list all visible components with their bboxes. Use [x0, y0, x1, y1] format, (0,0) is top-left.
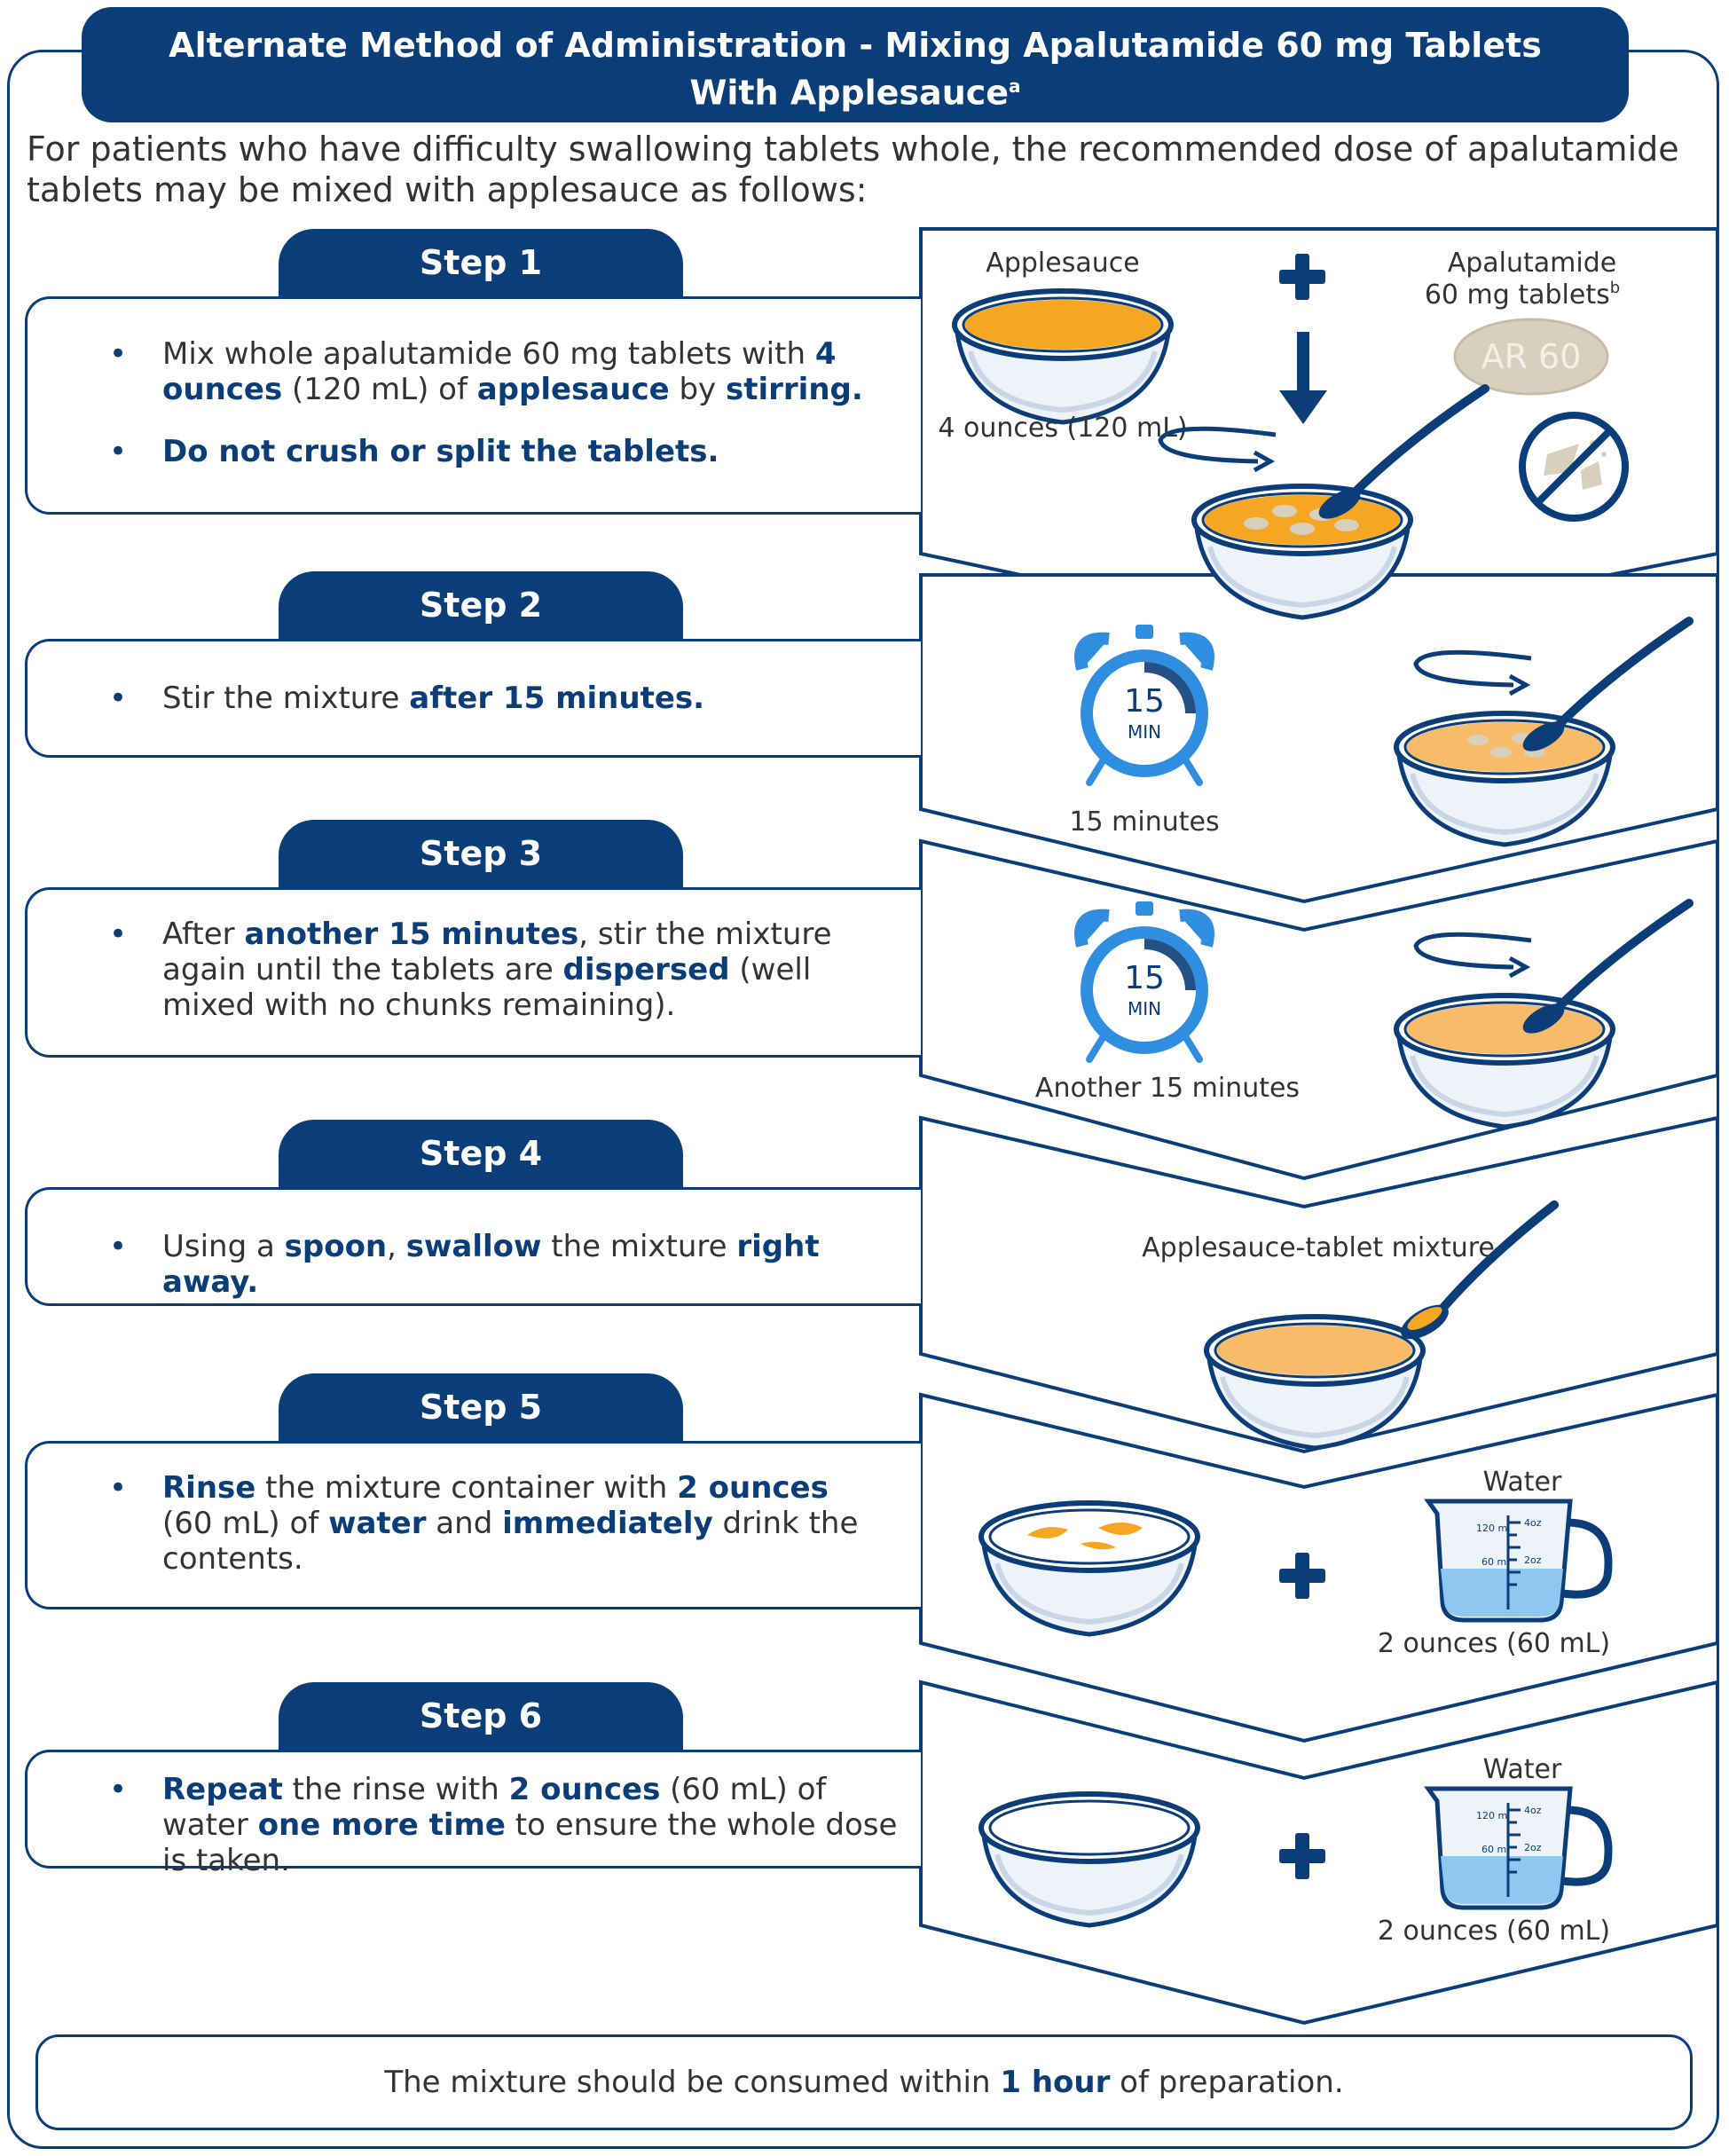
title-footnote-a: a — [1009, 75, 1021, 97]
step-4-bullet-1: Using a spoon, swallow the mixture right… — [81, 1229, 903, 1300]
timer-number: 15 — [1124, 683, 1165, 720]
step-3-bullet-1: After another 15 minutes, stir the mixtu… — [81, 917, 897, 1023]
water-amount: 2 ounces (60 mL) — [1378, 1628, 1610, 1659]
title-line-2: With Applesauce — [689, 73, 1010, 113]
step-4-box: Using a spoon, swallow the mixture right… — [25, 1187, 921, 1306]
step-1-bullet-1: Mix whole apalutamide 60 mg tablets with… — [81, 336, 903, 407]
step-3-box: After another 15 minutes, stir the mixtu… — [25, 887, 921, 1058]
step-6-bullet-1: Repeat the rinse with 2 ounces (60 mL) o… — [81, 1772, 915, 1878]
clock-15-icon: 15 MIN — [1081, 901, 1208, 1059]
step-1-box: Mix whole apalutamide 60 mg tablets with… — [25, 296, 921, 515]
timer1-caption: 15 minutes — [1069, 807, 1219, 838]
step-2-bullet-1: Stir the mixture after 15 minutes. — [81, 681, 903, 716]
panel-step-4 — [919, 1115, 1719, 1454]
illustration-panel: Applesauce 4 ounces (120 mL) Apalutamide… — [919, 227, 1719, 2026]
svg-text:120 ml: 120 ml — [1476, 1810, 1510, 1822]
mixture-bowl-illustration — [1206, 1317, 1423, 1448]
applesauce-label: Applesauce — [986, 248, 1139, 279]
timer2-caption: Another 15 minutes — [1035, 1073, 1300, 1104]
step-5-tab: Step 5 — [279, 1373, 683, 1441]
water-amount: 2 ounces (60 mL) — [1378, 1916, 1610, 1947]
title-line-1: Alternate Method of Administration - Mix… — [169, 26, 1542, 65]
tablet-label-2: 60 mg tablets — [1425, 279, 1610, 311]
mixture-label-text: Applesauce-tablet mixture — [1142, 1232, 1495, 1263]
step-5-bullet-1: Rinse the mixture container with 2 ounce… — [81, 1470, 861, 1577]
svg-text:60 ml: 60 ml — [1481, 1844, 1509, 1855]
tablet-footnote-b: b — [1610, 279, 1620, 297]
title-banner: Alternate Method of Administration - Mix… — [82, 7, 1629, 122]
tablet-imprint: AR 60 — [1481, 337, 1582, 376]
svg-text:60 ml: 60 ml — [1481, 1556, 1509, 1568]
tablet-label-1: Apalutamide — [1448, 248, 1617, 279]
timer-unit: MIN — [1128, 998, 1161, 1019]
svg-text:2oz: 2oz — [1524, 1842, 1542, 1853]
clock-15-icon: 15 MIN — [1081, 625, 1208, 783]
step-4-tab: Step 4 — [279, 1120, 683, 1187]
intro-text: For patients who have difficulty swallow… — [27, 130, 1679, 209]
svg-text:4oz: 4oz — [1524, 1517, 1542, 1529]
measuring-cup-icon: 120 ml 60 ml 4oz 2oz — [1428, 1501, 1608, 1620]
step-6-box: Repeat the rinse with 2 ounces (60 mL) o… — [25, 1750, 921, 1878]
svg-text:120 ml: 120 ml — [1476, 1523, 1510, 1534]
timer-number: 15 — [1124, 960, 1165, 996]
footer-note: The mixture should be consumed within 1 … — [35, 2034, 1693, 2130]
applesauce-bowl-illustration — [955, 291, 1171, 422]
panel-step-5 — [919, 1392, 1719, 1743]
svg-text:4oz: 4oz — [1524, 1805, 1542, 1816]
step-3-tab: Step 3 — [279, 820, 683, 887]
step-2-box: Stir the mixture after 15 minutes. — [25, 639, 921, 758]
step-5-box: Rinse the mixture container with 2 ounce… — [25, 1441, 921, 1609]
residue-bowl-illustration — [981, 1503, 1198, 1634]
svg-text:60 mg tabletsb: 60 mg tabletsb — [1425, 279, 1620, 311]
down-arrow-icon — [1279, 332, 1327, 424]
no-crush-icon — [1519, 412, 1629, 522]
measuring-cup-icon: 120 ml 60 ml 4oz 2oz — [1428, 1789, 1608, 1908]
svg-text:2oz: 2oz — [1524, 1554, 1542, 1566]
tablet-icon: AR 60 — [1453, 318, 1609, 396]
water-label: Water — [1483, 1754, 1562, 1785]
step-1-bullet-2: Do not crush or split the tablets. — [81, 434, 903, 469]
water-label: Water — [1483, 1467, 1562, 1498]
step-2-tab: Step 2 — [279, 571, 683, 639]
step-1-tab: Step 1 — [279, 229, 683, 296]
timer-unit: MIN — [1128, 721, 1161, 743]
applesauce-amount: 4 ounces (120 mL) — [938, 413, 1187, 444]
spoon-with-mixture-icon — [1401, 1200, 1559, 1340]
mixture-label: Applesauce-tablet mixture — [1142, 1232, 1495, 1263]
step-6-tab: Step 6 — [279, 1682, 683, 1750]
